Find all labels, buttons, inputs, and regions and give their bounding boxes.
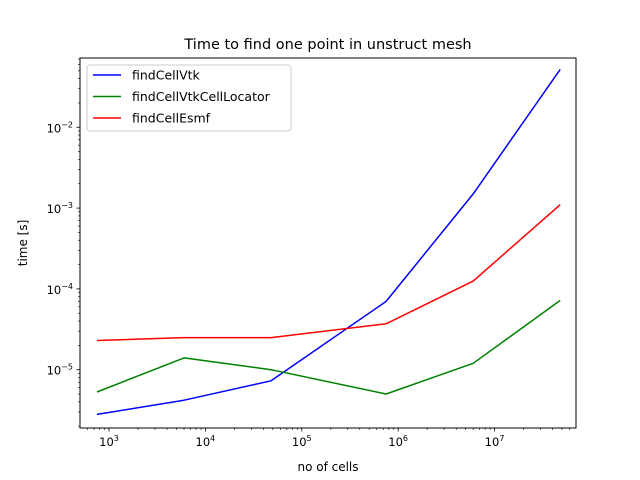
y-tick-label: 10−2 xyxy=(47,120,73,135)
data-series xyxy=(96,68,561,416)
y-tick-label: 10−5 xyxy=(47,363,73,378)
plot-area-frame xyxy=(79,57,577,429)
y-axis-label: time [s] xyxy=(16,220,30,267)
series-line-findCellVtkCellLocator xyxy=(96,299,561,395)
series-line-findCellVtk xyxy=(96,68,561,416)
axis-ticks: 103 104 105 106 107 10−5 10−4 10−3 10−2 xyxy=(47,58,570,449)
x-tick-label: 106 xyxy=(388,434,408,449)
legend-label-findCellEsmf: findCellEsmf xyxy=(132,111,211,126)
legend: findCellVtk findCellVtkCellLocator findCel… xyxy=(86,64,292,132)
x-tick-label: 105 xyxy=(292,434,312,449)
y-tick-label: 10−4 xyxy=(47,282,73,297)
x-tick-label: 103 xyxy=(99,434,119,449)
chart-title: Time to find one point in unstruct mesh xyxy=(183,37,471,53)
legend-box xyxy=(86,64,292,132)
y-tick-label: 10−3 xyxy=(47,201,73,216)
x-axis-label: no of cells xyxy=(297,460,358,474)
x-tick-label: 104 xyxy=(196,434,216,449)
legend-label-findCellVtk: findCellVtk xyxy=(132,68,201,83)
series-line-findCellEsmf xyxy=(96,204,561,342)
x-tick-label: 107 xyxy=(485,434,505,449)
legend-label-findCellVtkCellLocator: findCellVtkCellLocator xyxy=(132,89,271,104)
